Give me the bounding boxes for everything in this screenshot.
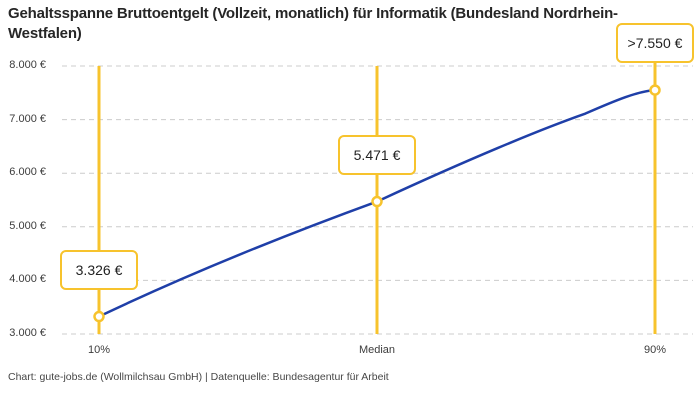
value-annotation-median: 5.471 €	[338, 134, 416, 175]
value-annotation-10pct: 3.326 €	[60, 249, 138, 290]
y-axis-tick: 6.000 €	[9, 166, 46, 179]
y-axis-tick: 5.000 €	[9, 219, 46, 232]
source-credit: Chart: gute-jobs.de (Wollmilchsau GmbH) …	[8, 371, 389, 383]
y-axis-tick: 7.000 €	[9, 112, 46, 125]
chart-title: Gehaltsspanne Bruttoentgelt (Vollzeit, m…	[8, 5, 618, 42]
x-axis-label-90pct: 90%	[643, 344, 667, 356]
x-axis-label-median: Median	[358, 344, 396, 356]
x-axis-label-10pct: 10%	[87, 344, 111, 356]
y-axis-tick: 8.000 €	[9, 59, 46, 71]
y-axis-tick: 4.000 €	[9, 273, 46, 286]
value-annotation-90pct: >7.550 €	[616, 23, 694, 64]
y-axis-tick: 3.000 €	[9, 327, 46, 339]
